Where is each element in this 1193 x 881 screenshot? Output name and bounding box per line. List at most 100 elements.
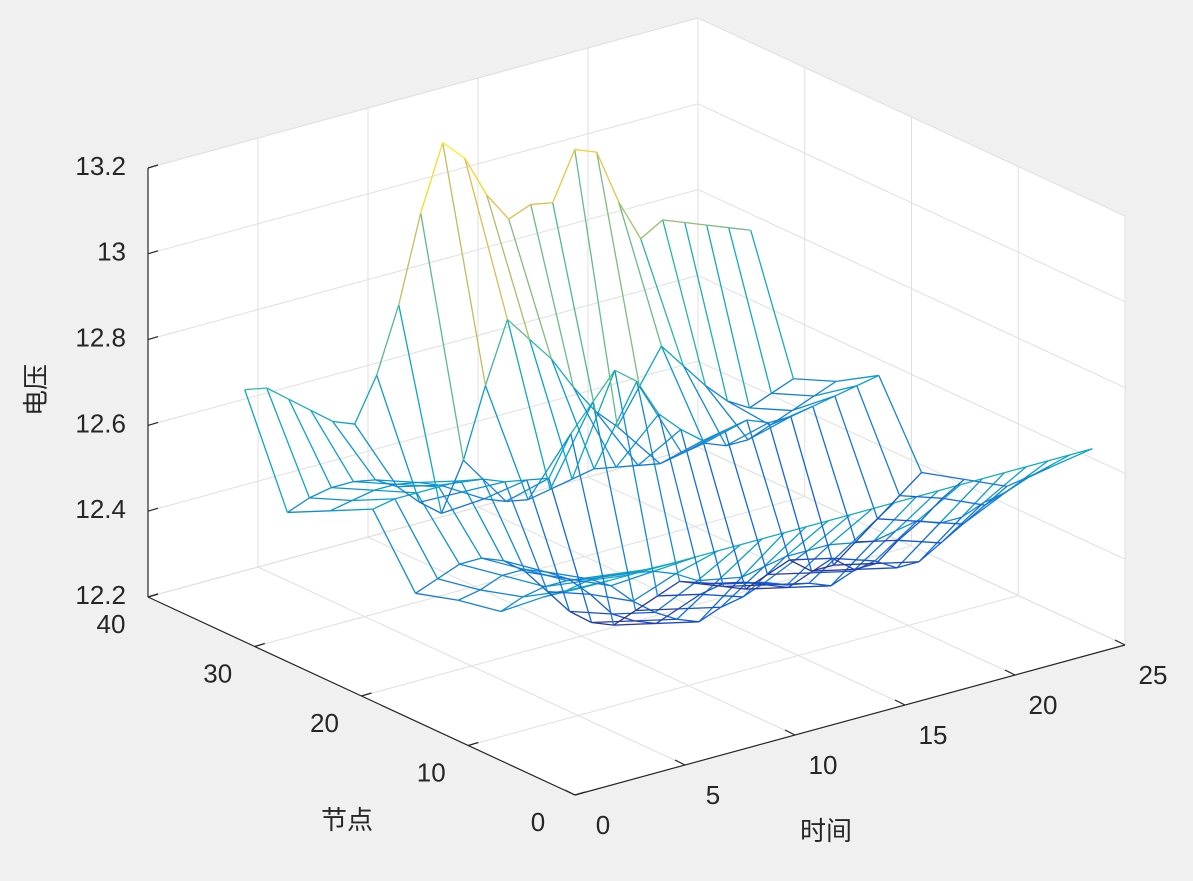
mesh-edge [807,544,830,552]
mesh-edge [680,428,704,442]
mesh-edge [1006,466,1050,487]
mesh-edge [567,578,591,595]
mesh-edge [706,224,751,409]
mesh-edge [746,419,791,561]
z-tick-label: 13 [97,237,126,267]
mesh-edge [548,433,572,479]
mesh-edge [834,385,858,397]
mesh-edge [618,201,642,240]
mesh-edge [462,459,507,502]
z-axis-label: 电压 [21,364,51,416]
mesh-edge [741,532,785,578]
z-tick-label: 12.8 [75,322,126,352]
mesh-edge [791,395,815,412]
mesh-edge [589,593,613,615]
mesh-edge [675,573,698,582]
mesh-edge [675,550,719,575]
mesh-edge [724,430,769,575]
mesh-edge [703,419,748,444]
mesh-edge [266,387,311,499]
mesh-edge [415,592,459,601]
mesh-edge [638,345,662,387]
mesh-edge [660,345,705,444]
mesh-edge [964,478,1008,487]
y-tick-label: 0 [531,807,545,837]
mesh-edge [896,522,941,569]
mesh-edge [895,520,918,532]
mesh-edge [719,576,742,580]
mesh-edge [854,567,897,571]
mesh-edge [982,472,1005,480]
mesh-edge [899,472,922,497]
mesh-edge [917,484,961,522]
mesh-edge [398,212,422,305]
mesh-edge [528,338,552,360]
z-tick-label: 12.2 [75,580,126,610]
mesh-edge [899,494,943,499]
mesh-edge [771,378,794,394]
mesh-edge [700,593,743,598]
mesh-edge [636,381,681,582]
mesh-edge [397,486,420,503]
mesh-edge [631,570,654,574]
mesh-edge [461,491,485,500]
mesh-edge [916,490,939,498]
mesh-edge [244,389,289,513]
mesh-edge [592,369,616,403]
mesh-edge [506,319,551,490]
mesh-edge [791,395,836,412]
mesh-edge [919,497,943,522]
mesh-edge [594,466,617,470]
mesh-edge [807,514,851,552]
mesh-edge [569,610,613,615]
mesh-edge [547,591,570,612]
mesh-edge [872,502,895,510]
mesh-edge [679,580,702,585]
mesh-edge [983,466,1027,504]
mesh-edge [897,520,921,541]
mesh-edge [764,550,809,583]
mesh-edge [659,452,683,465]
mesh-edge [374,489,417,494]
mesh-edge [812,406,857,543]
grid-line [697,446,1126,646]
mesh-edge [376,374,421,503]
mesh-edge [682,365,706,387]
mesh-edge [550,358,574,388]
mesh-edge [874,560,898,569]
mesh-edge [266,387,290,400]
z-tick [147,250,159,255]
mesh-edge [309,497,353,502]
grid-line [147,189,699,341]
mesh-edge [725,422,770,447]
mesh-edge [660,345,684,367]
grid-line [147,17,699,169]
mesh-edge [459,563,503,576]
mesh-edge [876,561,919,565]
mesh-edge [526,477,549,481]
mesh-edge [486,194,531,340]
mesh-edge [877,495,900,520]
mesh-edge [790,416,835,566]
mesh-edge [440,478,483,486]
y-tick [254,642,265,648]
grid-line [468,595,1019,746]
mesh-edge [830,540,875,587]
mesh-edge [372,498,396,510]
mesh-edge [677,593,701,610]
mesh-edge [616,386,640,428]
mesh-edge [635,595,658,612]
mesh-edge [331,486,375,491]
mesh-edge [787,572,811,589]
mesh-edge [571,468,595,480]
mesh-edge [596,151,620,203]
mesh-edge [587,574,631,582]
mesh-edge [502,574,546,588]
mesh-edge [331,480,354,489]
mesh-edge [613,609,636,626]
mesh-edge [457,589,481,601]
mesh-edge [572,386,596,412]
mesh-edge [482,478,527,573]
x-tick [1114,639,1126,646]
mesh-edge [833,541,856,566]
